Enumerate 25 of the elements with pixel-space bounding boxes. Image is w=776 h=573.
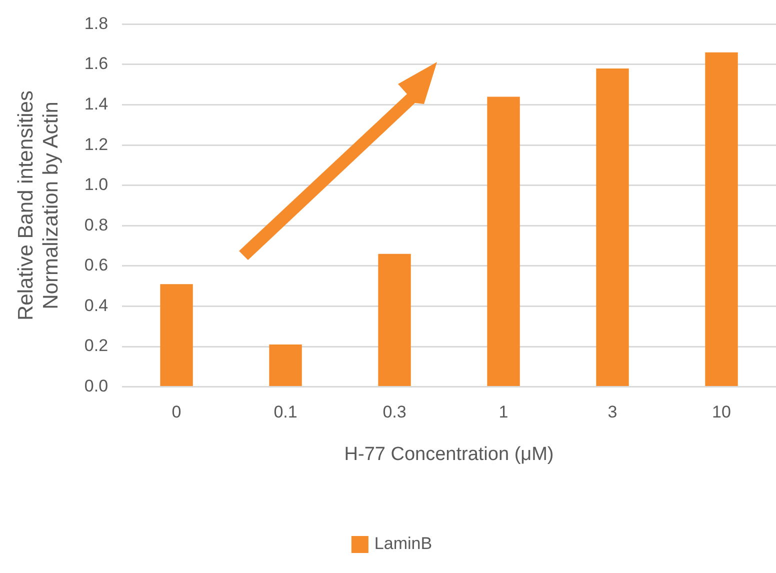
bar — [269, 344, 302, 386]
bar — [160, 284, 193, 386]
y-axis-title: Relative Band intensities Normalization by Actin — [14, 90, 63, 320]
x-tick-label: 1 — [498, 402, 508, 422]
y-tick-label: 1.6 — [84, 54, 108, 74]
y-tick-label: 1.4 — [84, 94, 108, 114]
y-tick-label: 0.8 — [84, 215, 108, 234]
x-tick-label: 0.3 — [382, 402, 406, 422]
x-axis-title: H-77 Concentration (μM) — [344, 444, 554, 465]
x-tick-label: 0 — [172, 402, 182, 422]
y-tick-label: 0.0 — [84, 376, 108, 396]
y-tick-label: 1.0 — [84, 175, 108, 194]
y-tick-label: 0.2 — [84, 336, 108, 356]
y-tick-label: 0.6 — [84, 256, 108, 275]
y-tick-label: 0.4 — [84, 296, 108, 315]
bar — [378, 254, 411, 386]
x-tick-label: 0.1 — [274, 402, 298, 422]
bar — [596, 68, 629, 386]
legend-label: LaminB — [374, 534, 432, 554]
x-tick-label: 3 — [608, 402, 618, 422]
bar — [705, 52, 738, 386]
x-tick-label: 10 — [712, 402, 731, 422]
y-tick-label: 1.2 — [84, 134, 108, 154]
y-tick-label: 1.8 — [84, 14, 108, 33]
bar — [487, 96, 520, 386]
